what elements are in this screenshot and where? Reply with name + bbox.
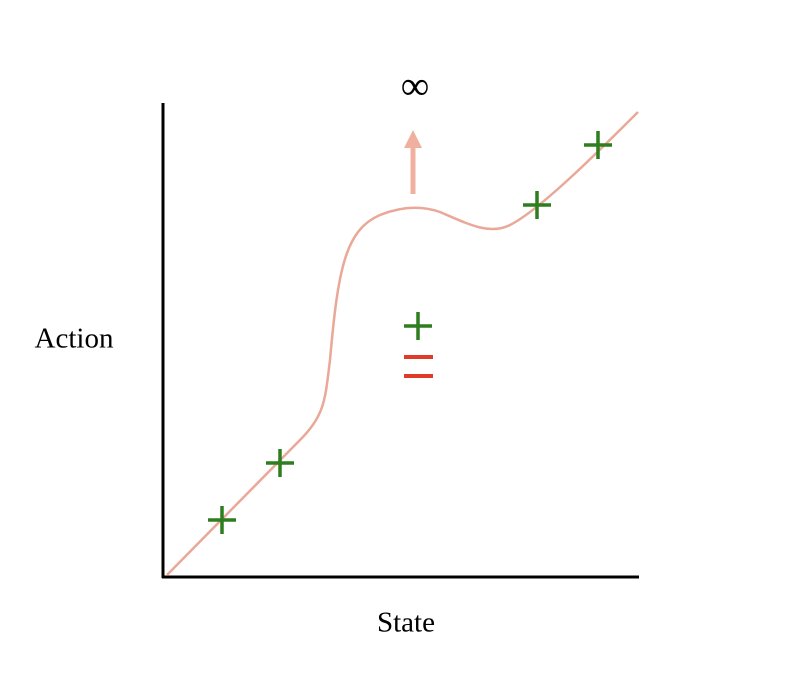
equals-marker xyxy=(404,355,433,378)
policy-curve xyxy=(166,111,639,576)
x-axis-label: State xyxy=(377,607,435,639)
y-axis-label: Action xyxy=(35,323,114,355)
plus-marker xyxy=(584,131,612,159)
plus-markers xyxy=(208,131,612,534)
arrow-head xyxy=(404,130,422,148)
plus-marker xyxy=(208,506,236,534)
plus-marker xyxy=(266,449,294,477)
plus-marker xyxy=(523,191,551,219)
plus-marker xyxy=(404,312,432,340)
infinity-annotation: ∞ xyxy=(401,63,430,108)
